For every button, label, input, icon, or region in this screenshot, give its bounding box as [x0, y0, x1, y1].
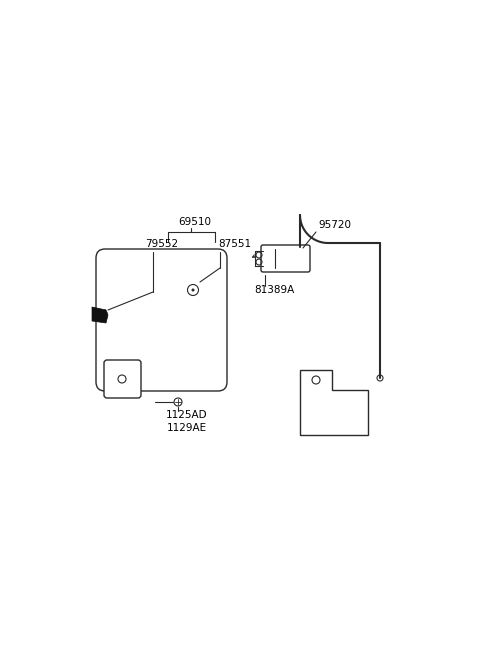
Text: 95720: 95720 [318, 220, 351, 230]
Text: 69510: 69510 [179, 217, 212, 227]
Text: 1129AE: 1129AE [167, 423, 207, 433]
Polygon shape [92, 307, 108, 323]
Text: 1125AD: 1125AD [166, 410, 208, 420]
Circle shape [192, 288, 194, 291]
Polygon shape [300, 370, 368, 435]
Text: 79552: 79552 [145, 239, 178, 249]
Text: 87551: 87551 [218, 239, 251, 249]
FancyBboxPatch shape [104, 360, 141, 398]
Text: 81389A: 81389A [254, 285, 294, 295]
FancyBboxPatch shape [96, 249, 227, 391]
FancyBboxPatch shape [261, 245, 310, 272]
